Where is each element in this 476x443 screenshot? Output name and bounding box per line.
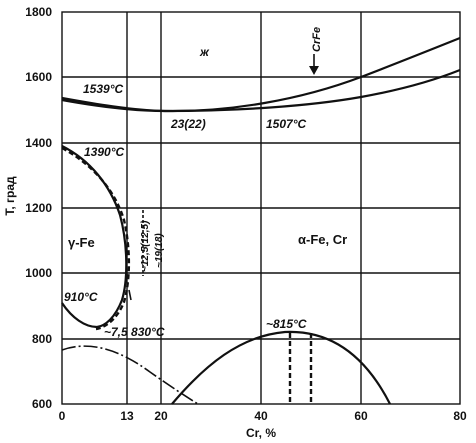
x-tick-labels: 0 13 20 40 60 80	[59, 409, 467, 423]
annotation-loop-limit-2: ~19(18)	[154, 233, 165, 268]
annotation-1539: 1539°C	[83, 82, 123, 96]
annotation-loop-limit-1: ~12,5(12,5)	[140, 220, 151, 272]
annotation-min-point: 23(22)	[170, 117, 206, 131]
y-tick-labels: 1800 1600 1400 1200 1000 800 600	[25, 5, 52, 411]
y-tick-1600: 1600	[25, 70, 52, 84]
annotation-crfe: CrFe	[311, 27, 323, 52]
annotation-815: ~815°C	[266, 317, 307, 331]
x-tick-0: 0	[59, 409, 66, 423]
y-tick-1200: 1200	[25, 201, 52, 215]
y-tick-1000: 1000	[25, 266, 52, 280]
crfe-arrow-head	[309, 66, 319, 75]
x-axis-title: Cr, %	[246, 426, 276, 440]
x-tick-20: 20	[154, 409, 168, 423]
y-tick-1800: 1800	[25, 5, 52, 19]
annotation-910: 910°C	[64, 290, 98, 304]
region-gamma: γ-Fe	[68, 235, 95, 250]
x-tick-60: 60	[354, 409, 368, 423]
x-tick-80: 80	[453, 409, 467, 423]
y-tick-1400: 1400	[25, 136, 52, 150]
region-liquid: ж	[199, 45, 210, 59]
x-tick-13: 13	[120, 409, 134, 423]
y-axis-title: T, град	[3, 176, 17, 216]
y-tick-800: 800	[32, 332, 52, 346]
region-alpha: α-Fe, Cr	[298, 232, 347, 247]
gamma-loop-inner	[61, 146, 131, 331]
loop-tick-1	[128, 289, 132, 301]
solidus-curve	[61, 68, 461, 113]
x-tick-40: 40	[254, 409, 268, 423]
sigma-dome-curve	[171, 330, 391, 405]
annotation-830: ~7,5 830°C	[104, 325, 165, 339]
annotation-1507: 1507°C	[266, 117, 306, 131]
liquidus-curve	[61, 36, 461, 113]
low-temp-curve	[61, 345, 199, 405]
annotation-1390: 1390°C	[84, 145, 124, 159]
y-tick-600: 600	[32, 397, 52, 411]
